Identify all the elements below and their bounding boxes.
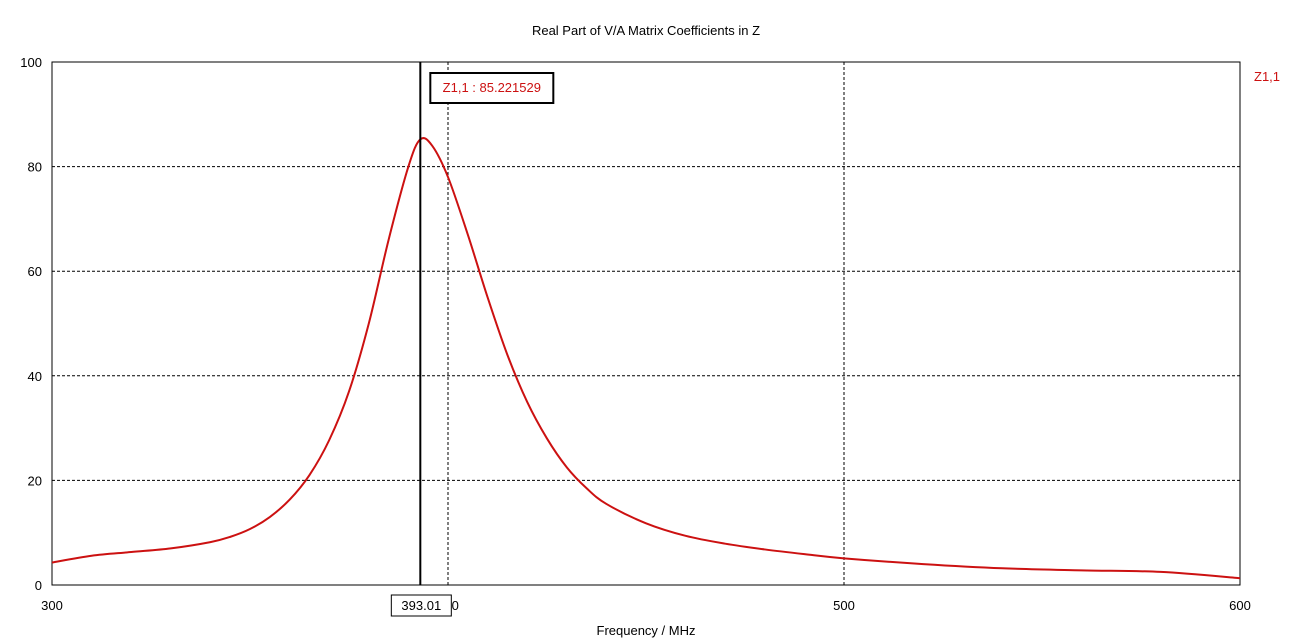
marker-layer[interactable]: Z1,1 : 85.221529 393.01 [390, 62, 555, 617]
x-axis-ticks: 300400500600 [41, 598, 1251, 613]
legend-series-z11: Z1,1 [1254, 69, 1280, 84]
y-tick-label: 20 [28, 473, 42, 488]
y-axis-ticks: 0 20 40 60 80 100 [20, 55, 42, 593]
marker-x-label-box [390, 594, 452, 617]
y-tick-label: 100 [20, 55, 42, 70]
series-line-z11 [51, 137, 1241, 580]
x-tick-label: 300 [41, 598, 63, 613]
chart-title: Real Part of V/A Matrix Coefficients in … [532, 23, 760, 38]
y-tick-label: 0 [35, 578, 42, 593]
y-tick-label: 40 [28, 369, 42, 384]
grid [52, 62, 1240, 585]
series-layer [51, 137, 1241, 580]
plot-area [51, 61, 1241, 586]
x-axis-label: Frequency / MHz [597, 623, 696, 638]
y-tick-label: 80 [28, 160, 42, 175]
x-tick-label: 500 [833, 598, 855, 613]
marker-readout-box [429, 72, 555, 104]
marker-readout: Z1,1 : 85.221529 [443, 80, 541, 95]
x-tick-label: 600 [1229, 598, 1251, 613]
y-tick-label: 60 [28, 264, 42, 279]
marker-x-label: 393.01 [401, 598, 441, 613]
